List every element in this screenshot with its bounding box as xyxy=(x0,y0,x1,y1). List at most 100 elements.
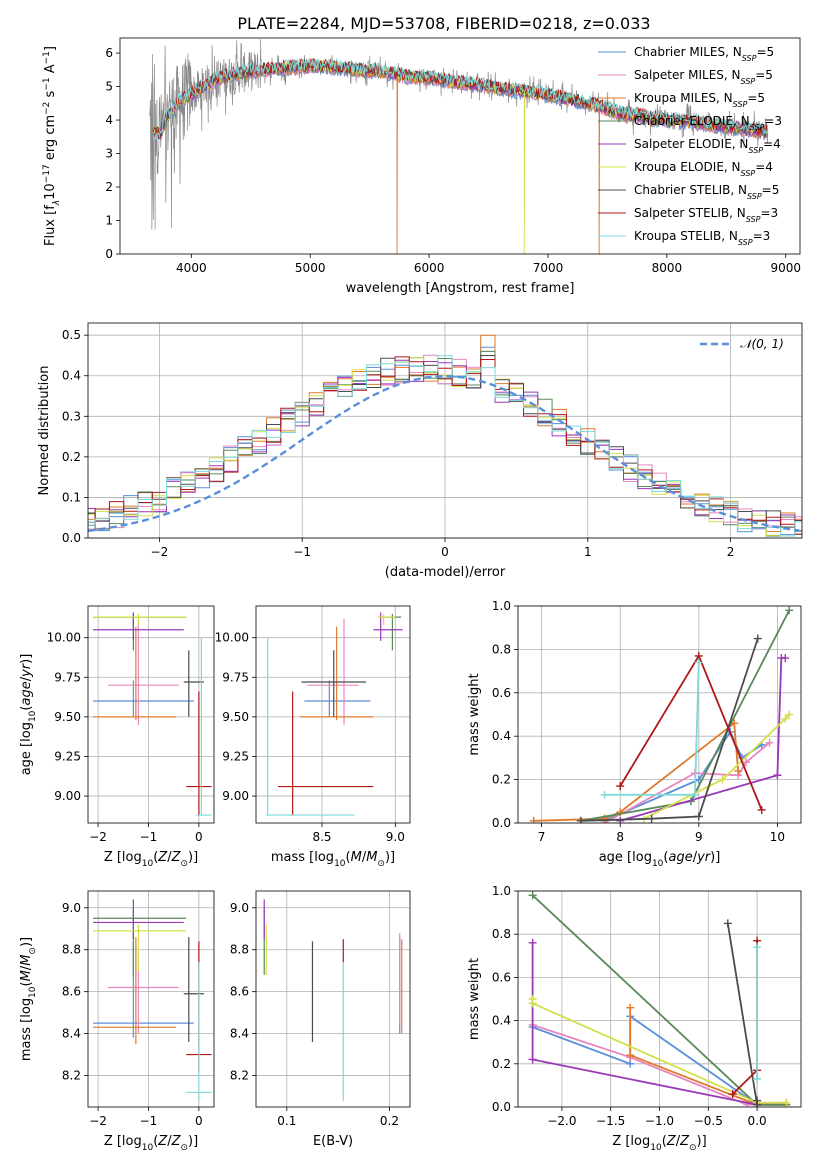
y-tick-label: 8.4 xyxy=(230,1027,249,1041)
x-tick-label: 10 xyxy=(770,830,785,844)
y-axis-label-part: Normed distribution xyxy=(37,366,52,496)
legend-label: Salpeter STELIB, NSSP=3 xyxy=(634,206,778,224)
legend-label-sub: SSP xyxy=(748,146,763,155)
y-axis-label: mass weight xyxy=(467,673,482,755)
y-axis-label-part: −17 xyxy=(42,164,52,183)
y-axis-label: mass [log10(M/M⊙)] xyxy=(19,937,38,1061)
y-tick-label: 9.50 xyxy=(222,710,249,724)
weight-point-marker xyxy=(626,1003,635,1012)
legend-label-sub: SSP xyxy=(742,54,757,63)
legend-label-tail: =3 xyxy=(760,206,778,220)
legend-label: 𝒩(0, 1) xyxy=(740,337,784,351)
y-axis-label-part: s xyxy=(43,90,58,101)
legend-label: Salpeter MILES, NSSP=5 xyxy=(634,68,773,86)
x-axis-label-part: )] xyxy=(710,850,720,865)
y-axis-label-part: age [log xyxy=(19,722,34,775)
y-tick-label: 1.0 xyxy=(492,599,511,613)
x-tick-label: 1 xyxy=(584,545,592,559)
y-axis-label-part: mass [log xyxy=(19,998,34,1061)
y-tick-label: 0.1 xyxy=(62,490,81,504)
y-tick-label: 8.8 xyxy=(230,943,249,957)
weight-series-line xyxy=(580,638,759,822)
y-axis-label-part: erg cm xyxy=(43,115,58,164)
x-tick-label: 0.2 xyxy=(380,1114,399,1128)
y-axis-label-part: λ xyxy=(52,200,62,206)
legend-label-tail: =5 xyxy=(756,45,774,59)
x-axis-label-part: Z [log xyxy=(104,850,142,865)
age-vs-Z-frame xyxy=(87,605,215,824)
y-tick-label: 0.4 xyxy=(492,1014,511,1028)
age-vs-mass-frame xyxy=(255,605,411,824)
y-tick-label: 9.0 xyxy=(62,901,81,915)
y-tick-label: 0.0 xyxy=(492,1100,511,1114)
y-axis-label-part: 10 xyxy=(43,183,58,200)
weight-point-marker xyxy=(781,714,790,723)
x-axis-label-part: Z xyxy=(171,1134,182,1149)
x-tick-label: 2 xyxy=(727,545,735,559)
y-axis-label-part: ( xyxy=(19,981,34,986)
weight-point-marker xyxy=(723,919,732,928)
mass-weight-vs-Z-frame xyxy=(517,890,802,1108)
weight-point-marker xyxy=(782,1098,791,1107)
mass-weight-vs-age-plot-area xyxy=(529,606,794,823)
weight-point-marker xyxy=(616,808,625,817)
x-tick-label: 9.0 xyxy=(386,830,405,844)
y-tick-label: 9.00 xyxy=(54,789,81,803)
legend-label-base: Chabrier ELODIE, N xyxy=(634,114,750,128)
weight-point-marker xyxy=(773,771,782,780)
x-axis-label-part: wavelength [Angstrom, rest frame] xyxy=(346,281,575,296)
y-tick-label: 10.00 xyxy=(215,631,249,645)
y-axis-label-part: age xyxy=(19,681,34,705)
y-axis-label: age [log10(age/yr)] xyxy=(19,654,38,776)
x-axis-label-part: age xyxy=(668,850,692,865)
weight-point-marker xyxy=(616,782,625,791)
legend-label-base: Kroupa ELODIE, N xyxy=(634,160,741,174)
x-axis-label-part: ⊙ xyxy=(689,1143,697,1153)
y-axis-label-part: mass weight xyxy=(467,673,482,755)
y-axis-label-part: / xyxy=(19,965,34,970)
weight-point-marker xyxy=(528,938,537,947)
x-tick-label: 9000 xyxy=(770,261,801,275)
x-axis-label-part: / xyxy=(362,850,367,865)
weight-point-marker xyxy=(694,658,703,667)
x-tick-label: 8000 xyxy=(652,261,683,275)
y-tick-label: 8.6 xyxy=(62,985,81,999)
weight-point-marker xyxy=(734,766,743,775)
legend-label-sub: SSP xyxy=(746,215,761,224)
x-tick-label: −1 xyxy=(140,830,158,844)
x-axis-label-part: mass [log xyxy=(271,850,334,865)
model-spectrum-line xyxy=(152,57,769,142)
legend-label-sub: SSP xyxy=(750,123,765,132)
weight-point-marker xyxy=(753,1096,762,1105)
weight-point-marker xyxy=(757,805,766,814)
weight-point-marker xyxy=(690,790,699,799)
x-axis-label-part: Z xyxy=(157,850,168,865)
x-tick-label: 5000 xyxy=(295,261,326,275)
x-tick-label: 0 xyxy=(195,1114,203,1128)
weight-point-marker xyxy=(781,654,790,663)
y-tick-label: 0.6 xyxy=(492,686,511,700)
y-tick-label: 9.50 xyxy=(54,710,81,724)
y-axis-label-part: −1 xyxy=(42,77,52,90)
legend-label-tail: =5 xyxy=(755,68,773,82)
y-tick-label: 9.0 xyxy=(230,901,249,915)
x-tick-label: −2 xyxy=(89,1114,107,1128)
x-axis-label-part: 10 xyxy=(142,859,154,869)
y-tick-label: 6 xyxy=(105,46,113,60)
x-tick-label: 6000 xyxy=(414,261,445,275)
x-axis-label-part: yr xyxy=(696,850,712,865)
weight-point-marker xyxy=(626,1051,635,1060)
x-tick-label: −1 xyxy=(140,1114,158,1128)
weight-point-marker xyxy=(616,816,625,823)
weight-point-marker xyxy=(753,943,762,952)
y-axis-label-part: 10 xyxy=(28,710,38,722)
legend-label-sub: SSP xyxy=(747,192,762,201)
y-tick-label: 8.6 xyxy=(230,985,249,999)
y-tick-label: 0.4 xyxy=(62,369,81,383)
weight-series-line xyxy=(532,1024,787,1106)
x-axis-label-part: )] xyxy=(385,850,395,865)
